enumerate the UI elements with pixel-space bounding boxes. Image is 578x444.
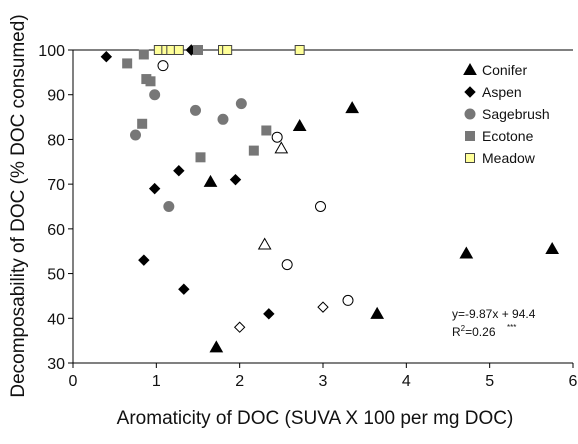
- regression-equation: y=-9.87x + 94.4: [452, 307, 536, 321]
- conifer-point: [274, 141, 289, 154]
- ecotone-point: [195, 152, 206, 163]
- y-tick-label: 100: [38, 43, 65, 60]
- sagebrush-point: [130, 129, 141, 141]
- sagebrush-point: [281, 259, 293, 271]
- conifer-point: [292, 119, 307, 132]
- x-tick-label: 6: [569, 373, 578, 390]
- legend-marker-ecotone: [465, 131, 475, 141]
- x-ticks: 0 1 2 3 4 5 6: [69, 363, 578, 390]
- x-tick-label: 3: [319, 373, 328, 390]
- legend-label-ecotone: Ecotone: [482, 128, 534, 144]
- conifer-point: [257, 237, 272, 250]
- x-tick-label: 2: [235, 373, 244, 390]
- legend-marker-sagebrush: [464, 108, 476, 120]
- sagebrush-point: [315, 201, 326, 212]
- significance-stars: ***: [507, 323, 516, 332]
- aspen-point: [233, 321, 246, 333]
- y-tick-label: 80: [47, 132, 65, 149]
- x-tick-label: 0: [69, 373, 78, 390]
- sagebrush-point: [190, 104, 201, 116]
- aspen-point: [100, 51, 113, 63]
- legend-label-sagebrush: Sagebrush: [482, 106, 550, 122]
- sagebrush-point: [149, 89, 161, 101]
- y-tick-label: 90: [47, 88, 65, 105]
- legend: Conifer Aspen Sagebrush Ecotone Meadow: [463, 62, 550, 166]
- sagebrush-point: [217, 113, 229, 125]
- x-axis-title: Aromaticity of DOC (SUVA X 100 per mg DO…: [117, 408, 514, 429]
- sagebrush-point: [163, 201, 175, 212]
- regression-annotation: y=-9.87x + 94.4 R2=0.26 ***: [452, 307, 536, 339]
- sagebrush-point: [342, 294, 354, 306]
- y-tick-label: 30: [47, 356, 65, 373]
- ecotone-point: [261, 125, 272, 136]
- data-points: [100, 44, 560, 353]
- aspen-point: [317, 301, 329, 313]
- ecotone-point: [138, 49, 149, 60]
- x-tick-label: 4: [402, 373, 411, 390]
- aspen-point: [173, 165, 185, 177]
- x-tick-label: 1: [152, 373, 161, 390]
- y-tick-label: 40: [47, 311, 65, 328]
- sagebrush-point: [157, 60, 169, 72]
- conifer-point: [545, 241, 560, 254]
- aspen-point: [148, 182, 161, 195]
- ecotone-point: [122, 58, 133, 69]
- sagebrush-point: [235, 98, 247, 110]
- conifer-point: [345, 101, 360, 114]
- ecotone-point: [248, 145, 259, 156]
- y-tick-label: 70: [47, 177, 65, 194]
- conifer-point: [459, 246, 474, 259]
- aspen-point: [138, 254, 150, 266]
- legend-marker-aspen: [464, 86, 476, 98]
- meadow-point: [222, 45, 233, 55]
- y-ticks: 30 40 50 60 70 80 90 100: [38, 43, 73, 373]
- y-axis-title: Decomposability of DOC (% DOC consumed): [8, 14, 29, 397]
- legend-label-meadow: Meadow: [482, 150, 536, 166]
- legend-label-conifer: Conifer: [482, 62, 527, 78]
- aspen-point: [178, 283, 190, 295]
- conifer-point: [209, 340, 224, 353]
- legend-marker-conifer: [463, 62, 477, 75]
- y-tick-label: 50: [47, 267, 65, 284]
- ecotone-point: [137, 118, 148, 129]
- ecotone-point: [193, 45, 203, 55]
- sagebrush-point: [271, 131, 283, 143]
- meadow-point: [173, 45, 184, 55]
- aspen-point: [229, 173, 242, 186]
- conifer-point: [370, 306, 385, 319]
- r-squared-label: R2=0.26: [452, 324, 496, 339]
- meadow-point: [294, 45, 305, 55]
- ecotone-point: [145, 76, 156, 87]
- conifer-point: [203, 174, 218, 187]
- legend-marker-meadow: [465, 153, 475, 163]
- x-tick-label: 5: [485, 373, 494, 390]
- legend-label-aspen: Aspen: [482, 84, 522, 100]
- aspen-point: [263, 308, 275, 320]
- y-tick-label: 60: [47, 222, 65, 239]
